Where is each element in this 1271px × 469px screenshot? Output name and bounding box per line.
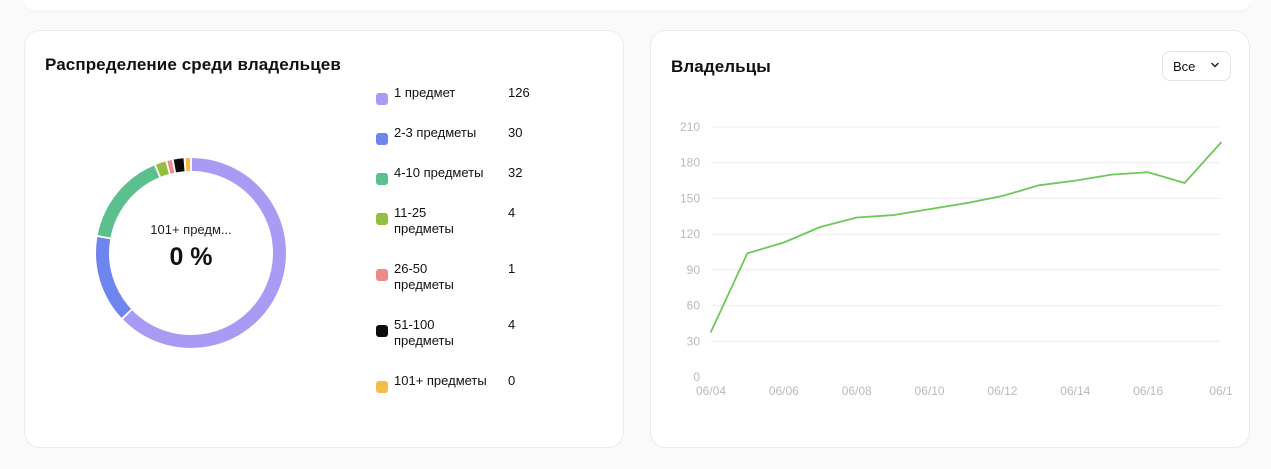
legend-swatch (376, 213, 388, 225)
period-select[interactable]: Все (1162, 51, 1231, 81)
legend-label: 4-10 предметы (394, 165, 484, 180)
legend-label: 1 предмет (394, 85, 456, 100)
donut-segment[interactable] (167, 159, 175, 174)
legend-label: 26-50 предметы (394, 261, 454, 292)
donut-segment[interactable] (122, 158, 286, 348)
distribution-title: Распределение среди владельцев (45, 55, 341, 74)
y-tick-label: 180 (680, 156, 700, 170)
legend-label: 11-25 предметы (394, 205, 454, 236)
legend-item[interactable]: 1 предмет 126 (376, 85, 530, 105)
y-tick-label: 60 (687, 299, 701, 313)
owners-line-chart: 0 30 60 90 120 150 180 210 06/04 06/06 06/08 06/10 0… (680, 120, 1233, 398)
chevron-down-icon (1211, 62, 1219, 68)
legend-item[interactable]: 4-10 предметы 32 (376, 165, 522, 185)
top-strip (24, 0, 1250, 10)
y-tick-label: 210 (680, 120, 700, 134)
donut-segment[interactable] (173, 158, 185, 173)
legend-item[interactable]: 11-25 предметы 4 (376, 205, 515, 236)
donut-segment[interactable] (96, 237, 132, 318)
legend-count: 30 (508, 125, 523, 140)
donut-segment[interactable] (97, 165, 160, 238)
legend-label: 51-100 предметы (394, 317, 454, 348)
y-tick-label: 30 (687, 334, 701, 348)
x-tick-label: 06/12 (987, 384, 1017, 398)
series-line[interactable] (710, 141, 1222, 333)
legend-swatch (376, 381, 388, 393)
legend-swatch (376, 325, 388, 337)
x-tick-label: 06/14 (1060, 384, 1090, 398)
legend-swatch (376, 173, 388, 185)
period-select-value: Все (1173, 58, 1196, 74)
donut-segment[interactable] (155, 161, 169, 177)
legend-item[interactable]: 2-3 предметы 30 (376, 125, 522, 145)
legend-count: 0 (508, 373, 516, 388)
donut-chart (96, 158, 286, 348)
legend-item[interactable]: 101+ предметы 0 (376, 373, 515, 393)
x-tick-label: 06/04 (696, 384, 726, 398)
donut-center-label: 101+ предм... (150, 222, 232, 237)
x-tick-label: 06/1 (1209, 384, 1233, 398)
donut-center-value: 0 % (169, 243, 213, 271)
x-tick-label: 06/16 (1133, 384, 1163, 398)
distribution-card: Распределение среди владельцев 101+ пред… (24, 30, 624, 448)
legend-label: 101+ предметы (394, 373, 487, 388)
y-tick-label: 0 (693, 370, 700, 384)
x-tick-label: 06/08 (842, 384, 872, 398)
legend-swatch (376, 93, 388, 105)
y-tick-label: 90 (687, 263, 701, 277)
owners-title: Владельцы (671, 57, 771, 76)
legend-count: 1 (508, 261, 516, 276)
owners-card: Владельцы Все 0 30 60 90 120 150 180 210 06/04 06… (650, 30, 1250, 448)
legend-count: 4 (508, 317, 516, 332)
y-tick-label: 150 (680, 191, 700, 205)
legend-item[interactable]: 26-50 предметы 1 (376, 261, 515, 292)
legend-count: 126 (508, 85, 530, 100)
legend-swatch (376, 133, 388, 145)
legend-count: 32 (508, 165, 523, 180)
x-tick-label: 06/06 (769, 384, 799, 398)
legend-swatch (376, 269, 388, 281)
y-tick-label: 120 (680, 227, 700, 241)
legend-label: 2-3 предметы (394, 125, 477, 140)
legend-count: 4 (508, 205, 516, 220)
x-tick-label: 06/10 (915, 384, 945, 398)
legend-item[interactable]: 51-100 предметы 4 (376, 317, 515, 348)
donut-center: 101+ предм... 0 % (91, 153, 291, 353)
